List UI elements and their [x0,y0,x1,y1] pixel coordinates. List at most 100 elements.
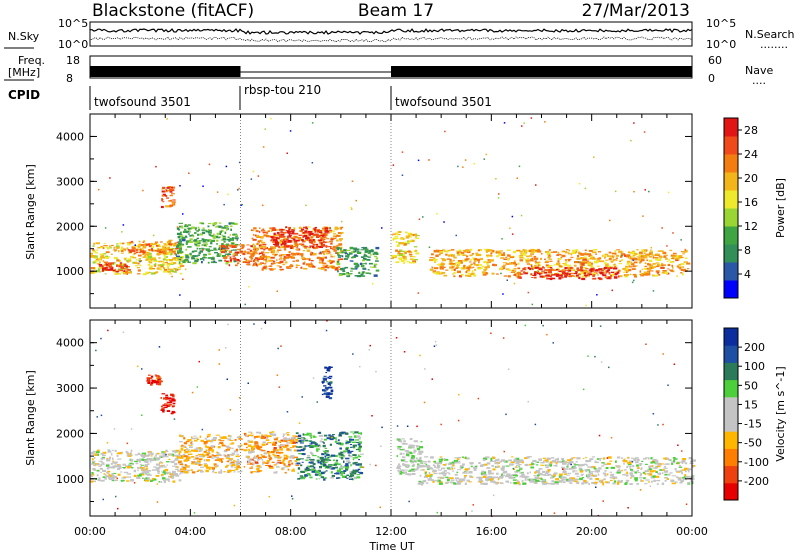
echo-cell [451,268,454,271]
echo-cell [351,256,354,259]
echo-cell [166,190,171,192]
echo-cell [283,248,287,251]
echo-cell [325,253,329,255]
echo-cell [130,449,133,452]
echo-cell [92,255,96,257]
echo-cell [403,251,405,253]
station-title: Blackstone (fitACF) [92,1,254,21]
echo-cell [311,453,314,455]
echo-cell [302,240,307,242]
echo-cell [133,245,136,247]
echo-cell [325,388,329,390]
noise-cell [176,226,179,228]
echo-cell [107,449,110,451]
echo-cell [500,267,503,270]
echo-cell [168,250,173,253]
echo-cell [463,469,468,471]
echo-cell [539,264,542,266]
noise-cell [244,303,246,306]
echo-cell [532,463,536,465]
echo-cell [155,381,159,384]
echo-cell [408,251,413,254]
echo-cell [280,236,285,238]
echo-cell [512,250,516,254]
echo-cell [453,271,456,275]
echo-cell [596,461,599,464]
echo-cell [583,272,587,275]
echo-cell [191,456,195,458]
echo-cell [201,229,206,231]
echo-cell [521,252,526,255]
echo-cell [555,464,558,467]
echo-cell [403,463,407,466]
echo-cell [126,476,132,478]
echo-cell [547,256,551,259]
echo-cell [275,241,280,244]
echo-cell [429,268,434,271]
echo-cell [618,275,620,278]
echo-cell [649,470,654,473]
echo-cell [300,266,303,269]
echo-cell [400,471,403,473]
echo-cell [684,462,688,465]
freq-label-line2: [MHz] [8,66,40,79]
echo-cell [484,463,488,466]
noise-cell [520,214,523,217]
echo-cell [502,267,506,270]
noise-cell [609,219,611,222]
echo-cell [261,268,264,271]
echo-cell [144,460,149,463]
echo-cell [120,471,123,473]
echo-cell [268,454,271,458]
echo-cell [657,473,662,475]
echo-cell [194,259,199,262]
echo-cell [568,249,571,252]
echo-cell [276,231,280,234]
echo-cell [169,259,174,262]
echo-cell [240,250,244,253]
echo-cell [109,474,112,477]
echo-cell [261,254,265,257]
echo-cell [681,266,685,268]
echo-cell [571,479,576,482]
echo-cell [616,271,620,274]
echo-cell [551,273,553,275]
echo-cell [265,439,270,442]
echo-cell [518,466,520,468]
echo-cell [465,472,469,474]
echo-cell [106,463,110,465]
echo-cell [100,245,104,247]
echo-cell [321,260,324,263]
echo-cell [92,480,96,483]
echo-cell [568,468,572,470]
echo-cell [269,248,272,250]
echo-cell [480,472,483,475]
echo-cell [651,254,656,256]
echo-cell [291,469,295,472]
echo-cell [484,473,488,476]
echo-cell [146,458,151,460]
echo-cell [516,272,521,274]
echo-cell [443,458,449,461]
echo-cell [656,483,659,485]
echo-cell [184,228,187,231]
echo-cell [279,260,284,263]
echo-cell [445,481,450,483]
colorbar-swatch [724,280,738,299]
echo-cell [465,274,469,277]
freq-block [90,66,241,77]
echo-cell [604,276,609,279]
echo-cell [153,259,157,262]
echo-cell [166,455,169,458]
echo-cell [433,271,436,274]
echo-cell [210,445,214,448]
echo-cell [185,242,188,245]
echo-cell [530,253,535,255]
echo-cell [95,259,100,261]
echo-cell [513,473,518,476]
echo-cell [531,266,536,269]
echo-cell [151,380,156,382]
echo-cell [221,444,226,447]
echo-cell [637,458,640,462]
echo-cell [227,227,229,230]
